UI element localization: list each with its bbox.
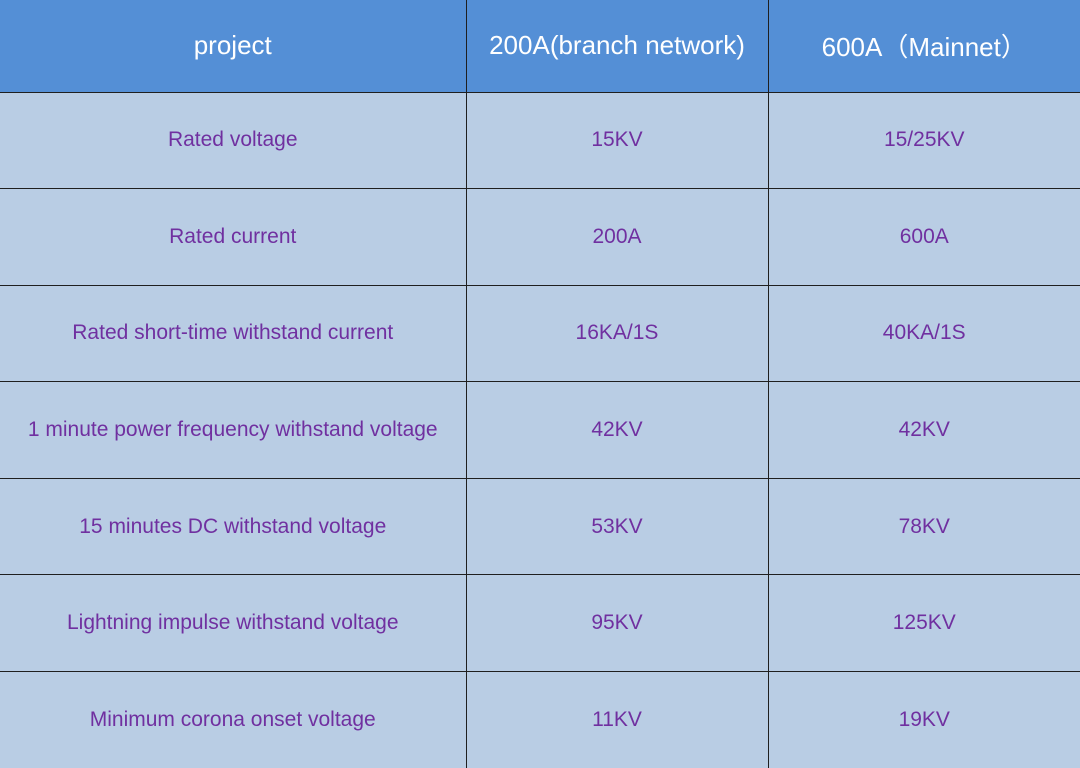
value-600a-cell: 40KA/1S <box>767 284 1080 383</box>
value-600a-cell: 19KV <box>767 670 1080 768</box>
value-200a-cell: 11KV <box>465 670 769 768</box>
table-row: 1 minute power frequency withstand volta… <box>0 381 1080 479</box>
value-200a-cell: 16KA/1S <box>465 284 769 383</box>
value-600a-cell: 78KV <box>767 477 1080 576</box>
row-label-cell: 1 minute power frequency withstand volta… <box>0 381 467 479</box>
table-row: Minimum corona onset voltage 11KV 19KV <box>0 670 1080 768</box>
value-200a-cell: 15KV <box>465 91 769 190</box>
row-label-cell: Rated voltage <box>0 91 467 190</box>
value-600a-cell: 125KV <box>767 574 1080 672</box>
header-row: project 200A(branch network) 600A（Mainne… <box>0 0 1080 93</box>
table-row: 15 minutes DC withstand voltage 53KV 78K… <box>0 477 1080 576</box>
value-200a-cell: 42KV <box>465 381 769 479</box>
row-label-cell: Lightning impulse withstand voltage <box>0 574 467 672</box>
table-row: Lightning impulse withstand voltage 95KV… <box>0 574 1080 672</box>
header-600a-mainnet: 600A（Mainnet） <box>767 0 1080 93</box>
value-200a-cell: 53KV <box>465 477 769 576</box>
value-200a-cell: 200A <box>465 188 769 286</box>
row-label-cell: Rated current <box>0 188 467 286</box>
table-row: Rated short-time withstand current 16KA/… <box>0 284 1080 383</box>
table-row: Rated current 200A 600A <box>0 188 1080 286</box>
row-label-cell: Rated short-time withstand current <box>0 284 467 383</box>
table-row: Rated voltage 15KV 15/25KV <box>0 91 1080 190</box>
value-600a-cell: 42KV <box>767 381 1080 479</box>
row-label-cell: 15 minutes DC withstand voltage <box>0 477 467 576</box>
value-600a-cell: 15/25KV <box>767 91 1080 190</box>
value-600a-cell: 600A <box>767 188 1080 286</box>
header-200a-branch-network: 200A(branch network) <box>465 0 769 93</box>
value-200a-cell: 95KV <box>465 574 769 672</box>
row-label-cell: Minimum corona onset voltage <box>0 670 467 768</box>
header-project: project <box>0 0 467 93</box>
